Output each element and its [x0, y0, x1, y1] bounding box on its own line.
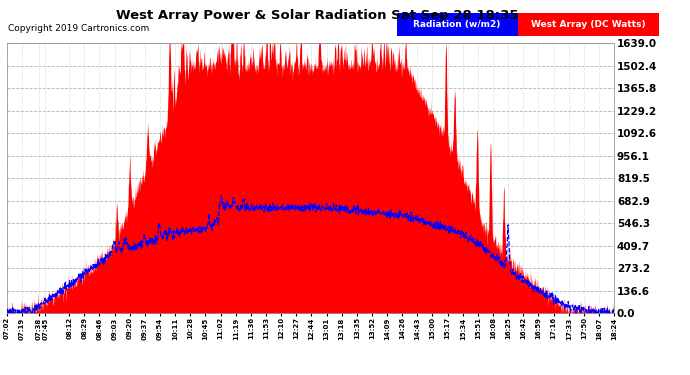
Text: West Array Power & Solar Radiation Sat Sep 28 18:35: West Array Power & Solar Radiation Sat S… [116, 9, 519, 22]
Text: Copyright 2019 Cartronics.com: Copyright 2019 Cartronics.com [8, 24, 150, 33]
Text: West Array (DC Watts): West Array (DC Watts) [531, 20, 646, 29]
Text: Radiation (w/m2): Radiation (w/m2) [413, 20, 501, 29]
